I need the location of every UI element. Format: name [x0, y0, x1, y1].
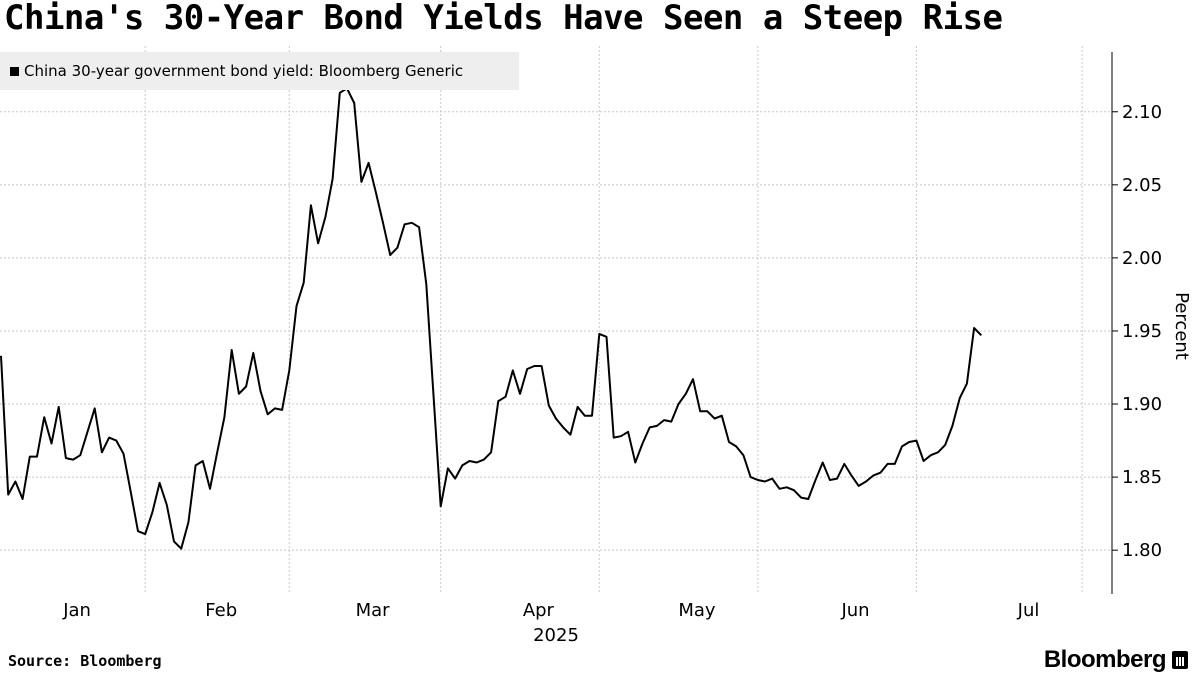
x-tick-label: Jun: [840, 600, 869, 621]
legend-series-label: China 30-year government bond yield: Blo…: [24, 62, 464, 80]
y-tick-label: 2.05: [1122, 175, 1162, 196]
y-tick-label: 1.80: [1122, 540, 1162, 561]
x-axis-ticks: Jan Feb Mar Apr May Jun Jul: [62, 600, 1039, 621]
x-tick-label: May: [678, 600, 716, 621]
x-tick-label: Feb: [205, 600, 237, 621]
brand-wordmark: Bloomberg: [1043, 646, 1167, 673]
y-tick-label: 2.00: [1122, 248, 1162, 269]
x-tick-label: Jul: [1017, 600, 1040, 621]
y-tick-label: 1.95: [1122, 321, 1162, 342]
y-tick-label: 1.85: [1122, 467, 1162, 488]
y-axis-label: Percent: [1171, 292, 1192, 360]
x-tick-label: Mar: [356, 600, 391, 621]
y-axis-ticks: 1.80 1.85 1.90 1.95 2.00 2.05 2.10: [1112, 102, 1162, 561]
chart-title: China's 30-Year Bond Yields Have Seen a …: [4, 0, 1003, 38]
y-tick-label: 2.10: [1122, 102, 1162, 123]
source-note: Source: Bloomberg: [8, 652, 162, 670]
x-tick-label: Jan: [62, 600, 91, 621]
bloomberg-logo: Bloomberg: [1044, 646, 1188, 674]
grid-lines: [0, 46, 1112, 594]
legend-swatch: [10, 66, 19, 76]
legend: China 30-year government bond yield: Blo…: [0, 52, 519, 90]
series-line-china-30y-yield: [0, 87, 983, 550]
x-tick-label: Apr: [523, 600, 555, 621]
x-axis-year-label: 2025: [533, 625, 579, 646]
y-tick-label: 1.90: [1122, 394, 1162, 415]
bloomberg-chart-icon: [1172, 651, 1188, 669]
